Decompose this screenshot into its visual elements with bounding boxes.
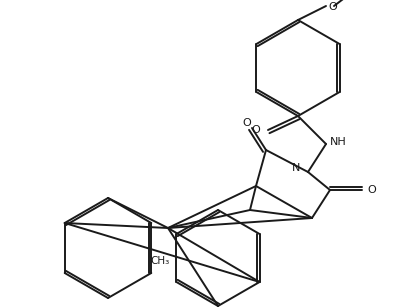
Text: O: O <box>243 118 251 128</box>
Text: O: O <box>251 125 260 135</box>
Text: CH₃: CH₃ <box>151 256 170 266</box>
Text: N: N <box>292 163 300 173</box>
Text: O: O <box>328 2 337 12</box>
Text: O: O <box>368 185 377 195</box>
Text: NH: NH <box>330 137 347 147</box>
